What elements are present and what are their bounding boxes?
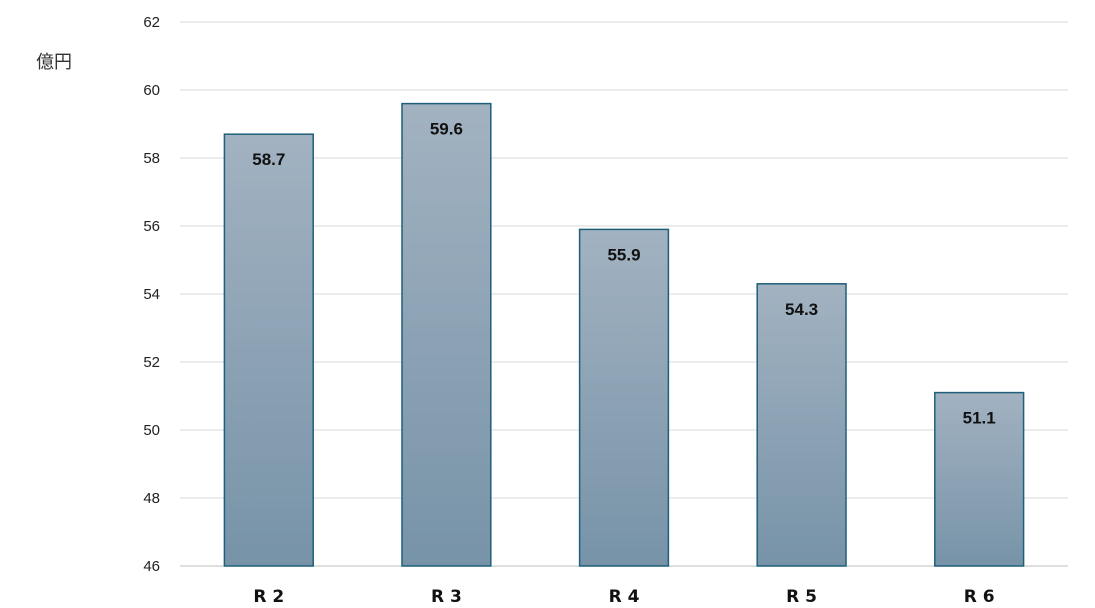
y-tick-label: 46 [143,558,160,575]
bar-3 [578,228,670,567]
x-axis-categories: R 2 R 3 R 4 R 5 R 6 [253,587,994,607]
bars [223,102,1025,567]
y-tick-label: 56 [143,218,160,235]
y-axis-unit-label: 億円 [36,52,72,73]
x-category-label-5: R 6 [964,587,995,607]
x-category-label-3: R 4 [609,587,640,607]
data-labels: 58.7 59.6 55.9 54.3 51.1 [252,120,995,428]
y-tick-label: 52 [143,354,160,371]
x-category-label-4: R 5 [786,587,817,607]
bar-1 [223,133,314,567]
y-tick-label: 62 [143,14,160,31]
bar-2 [401,102,492,567]
y-tick-label: 48 [143,490,160,507]
data-label-4: 54.3 [785,300,818,319]
y-tick-label: 60 [143,82,160,99]
data-label-1: 58.7 [252,150,285,169]
y-axis-ticks: 46 48 50 52 54 56 58 60 62 [143,14,160,575]
bar-4 [756,283,847,567]
data-label-2: 59.6 [430,120,463,139]
y-tick-label: 50 [143,422,160,439]
x-category-label-1: R 2 [253,587,284,607]
bar-5 [934,391,1025,567]
y-tick-label: 58 [143,150,160,167]
y-tick-label: 54 [143,286,160,303]
data-label-5: 51.1 [963,409,996,428]
x-category-label-2: R 3 [431,587,462,607]
data-label-3: 55.9 [607,245,640,264]
